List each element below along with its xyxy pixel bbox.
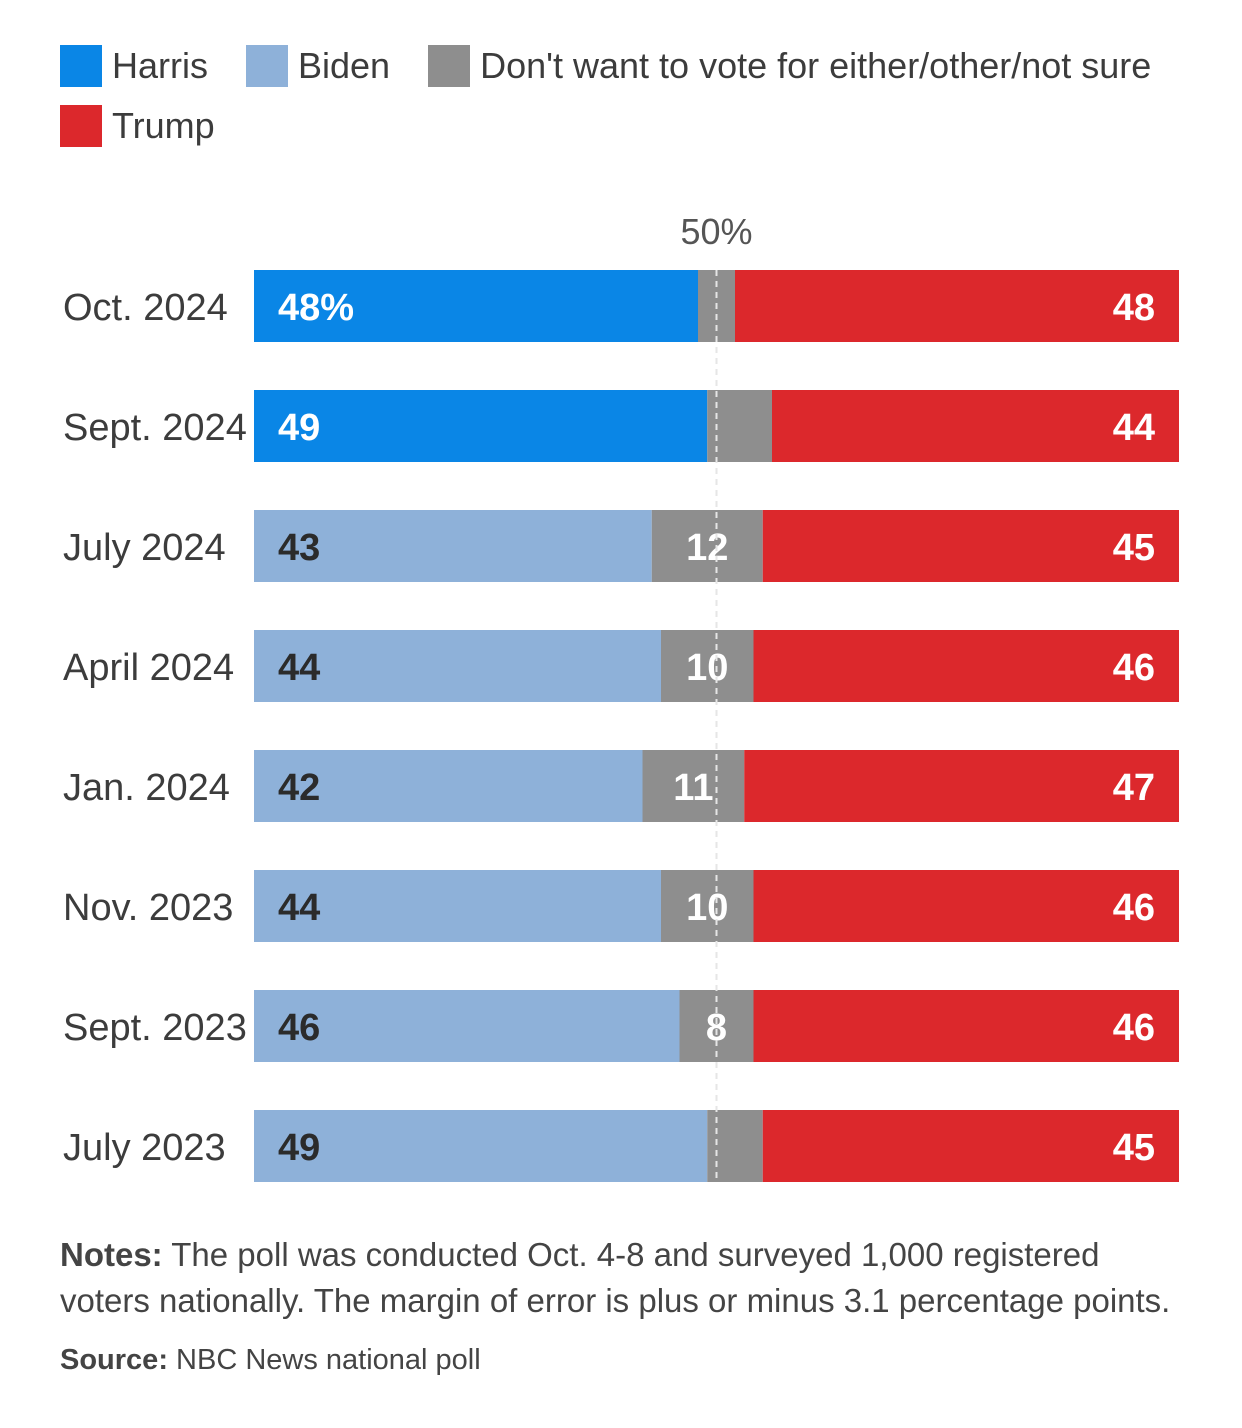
bar-trump-7 [762, 1110, 1179, 1182]
bar-biden-2 [254, 510, 652, 582]
bar-trump-2 [762, 510, 1179, 582]
source: Source: NBC News national poll [60, 1344, 481, 1377]
category-label-5: Nov. 2023 [63, 887, 233, 929]
legend: Harris Biden Don't want to vote for eith… [60, 38, 1180, 158]
value-label-dem-6: 46 [278, 1007, 320, 1049]
legend-label-trump: Trump [112, 105, 215, 146]
value-label-dem-5: 44 [278, 887, 320, 929]
notes-text: The poll was conducted Oct. 4-8 and surv… [60, 1236, 1171, 1319]
category-label-2: July 2024 [63, 527, 226, 569]
value-label-trump-6: 46 [1113, 1007, 1155, 1049]
bar-other-5 [661, 870, 754, 942]
value-label-other-6: 8 [706, 1007, 727, 1049]
value-label-trump-4: 47 [1113, 767, 1155, 809]
bar-trump-6 [753, 990, 1179, 1062]
value-label-other-4: 11 [673, 767, 713, 809]
legend-swatch-trump [60, 105, 102, 147]
bar-other-1 [707, 390, 772, 462]
bar-biden-3 [254, 630, 661, 702]
legend-item-harris: Harris [60, 45, 208, 87]
bar-harris-1 [254, 390, 708, 462]
bar-harris-0 [254, 270, 698, 342]
legend-swatch-biden [246, 45, 288, 87]
legend-label-harris: Harris [112, 45, 208, 86]
value-label-trump-5: 46 [1113, 887, 1155, 929]
legend-item-biden: Biden [246, 45, 390, 87]
category-label-3: April 2024 [63, 647, 234, 689]
source-text: NBC News national poll [167, 1344, 481, 1376]
bar-biden-5 [254, 870, 661, 942]
value-label-trump-2: 45 [1113, 527, 1155, 569]
notes-label: Notes: [60, 1236, 163, 1273]
category-label-7: July 2023 [63, 1127, 226, 1169]
legend-label-biden: Biden [298, 45, 391, 86]
category-label-6: Sept. 2023 [63, 1007, 247, 1049]
bar-biden-4 [254, 750, 643, 822]
legend-swatch-harris [60, 45, 102, 87]
value-label-trump-1: 44 [1113, 407, 1155, 449]
bar-other-2 [651, 510, 763, 582]
legend-swatch-other [428, 45, 471, 87]
value-label-trump-0: 48 [1113, 287, 1155, 329]
category-label-0: Oct. 2024 [63, 287, 228, 329]
legend-row-2: Trump [60, 98, 1180, 154]
bar-other-4 [642, 750, 745, 822]
source-label: Source: [60, 1344, 168, 1376]
legend-item-trump: Trump [60, 105, 215, 147]
value-label-dem-1: 49 [278, 407, 320, 449]
bar-other-3 [661, 630, 754, 702]
value-label-dem-7: 49 [278, 1127, 320, 1169]
bar-trump-0 [735, 270, 1179, 342]
value-label-other-2: 12 [686, 527, 728, 569]
bar-biden-7 [254, 1110, 708, 1182]
legend-item-other: Don't want to vote for either/other/not … [428, 45, 1151, 87]
category-label-1: Sept. 2024 [63, 407, 247, 449]
value-label-trump-7: 45 [1113, 1127, 1155, 1169]
bar-trump-5 [753, 870, 1179, 942]
value-label-dem-0: 48% [278, 287, 354, 329]
value-label-dem-4: 42 [278, 767, 320, 809]
legend-row-1: Harris Biden Don't want to vote for eith… [60, 38, 1180, 94]
reference-line-label: 50% [680, 211, 752, 252]
bar-trump-3 [753, 630, 1179, 702]
notes: Notes: The poll was conducted Oct. 4-8 a… [60, 1232, 1180, 1324]
stacked-bar-chart: Oct. 2024 48% 48 Sept. 2024 49 44 July 2024 43 1… [63, 211, 1179, 1182]
value-label-dem-3: 44 [278, 647, 320, 689]
category-label-4: Jan. 2024 [63, 767, 230, 809]
bar-trump-1 [772, 390, 1179, 462]
bar-biden-6 [254, 990, 680, 1062]
value-label-trump-3: 46 [1113, 647, 1155, 689]
value-label-other-5: 10 [686, 887, 728, 929]
value-label-dem-2: 43 [278, 527, 320, 569]
bar-trump-4 [744, 750, 1179, 822]
legend-label-other: Don't want to vote for either/other/not … [480, 45, 1152, 86]
value-label-other-3: 10 [686, 647, 728, 689]
